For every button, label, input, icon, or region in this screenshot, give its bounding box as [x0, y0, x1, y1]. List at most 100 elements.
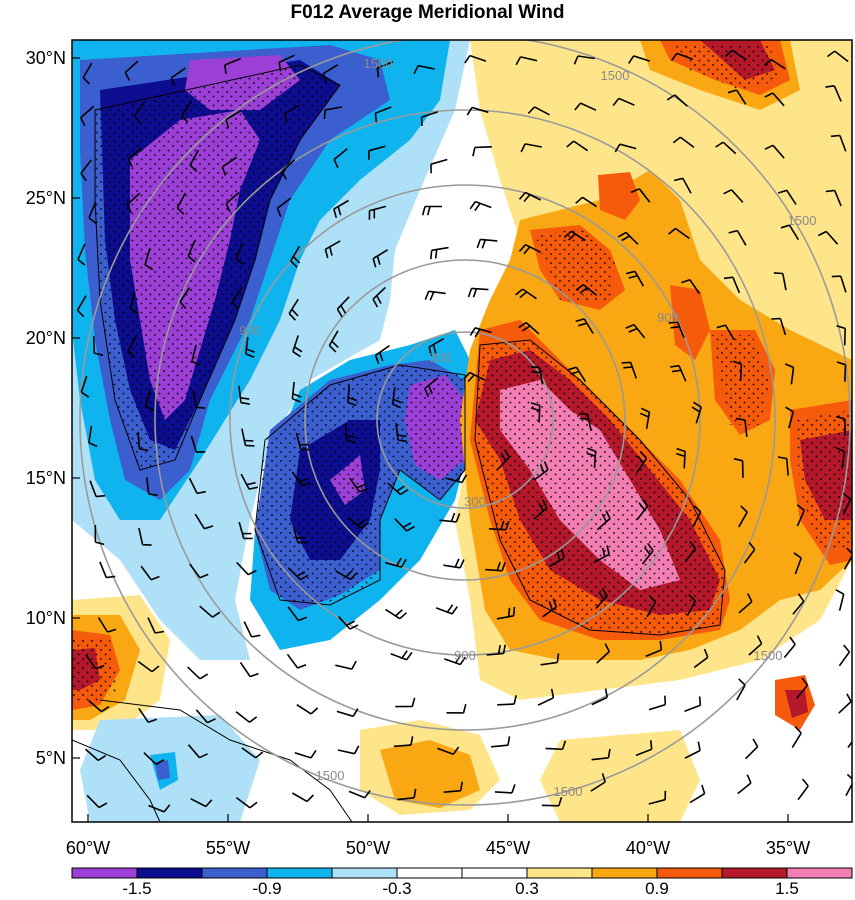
- wind-barb-feather: [225, 203, 231, 213]
- wind-barb: [636, 458, 648, 474]
- wind-barb: [190, 797, 207, 808]
- wind-barb: [284, 104, 300, 115]
- wind-barb-feather: [474, 202, 481, 212]
- ring-label: 1500: [316, 768, 345, 783]
- wind-barb: [443, 564, 461, 569]
- wind-barb-feather: [466, 106, 473, 116]
- wind-barb: [126, 192, 141, 206]
- wind-barb-feather: [292, 351, 301, 358]
- wind-barb-feather: [170, 77, 176, 87]
- wind-barb: [394, 518, 408, 532]
- wind-barb: [80, 105, 95, 119]
- colorbar-swatch: [461, 867, 528, 879]
- wind-barb-feather: [154, 630, 165, 634]
- wind-barb-feather: [291, 308, 299, 317]
- wind-barb: [738, 511, 748, 528]
- wind-barb-feather: [738, 678, 746, 686]
- wind-barb: [739, 363, 743, 382]
- colorbar-swatch: [526, 867, 593, 879]
- wind-barb-feather: [628, 55, 635, 64]
- wind-barb-feather: [530, 366, 540, 369]
- wind-barb: [772, 144, 785, 159]
- wind-barb: [840, 275, 847, 293]
- wind-barb: [77, 243, 86, 260]
- wind-barb-feather: [434, 249, 438, 259]
- wind-barb: [737, 782, 752, 795]
- wind-barb-feather: [617, 231, 627, 238]
- wind-barb-feather: [469, 327, 476, 336]
- wind-barb: [296, 704, 312, 715]
- wind-barb: [834, 50, 849, 63]
- wind-barb-feather: [476, 239, 482, 249]
- wind-barb-feather: [628, 274, 638, 279]
- wind-barb-feather: [310, 707, 319, 715]
- wind-barb: [137, 431, 141, 449]
- wind-barb: [129, 292, 136, 310]
- wind-barb-feather: [601, 547, 606, 557]
- wind-barb-feather: [124, 72, 131, 81]
- wind-barb-feather: [199, 573, 209, 579]
- wind-barb-feather: [681, 278, 691, 284]
- wind-barb: [240, 473, 250, 490]
- wind-barb-feather: [647, 542, 654, 552]
- latitude-label: 15°N: [25, 468, 66, 488]
- wind-barb: [695, 406, 702, 424]
- wind-barb: [676, 321, 685, 339]
- wind-barb-feather: [688, 594, 696, 602]
- wind-barb: [291, 471, 303, 487]
- wind-barb: [520, 56, 538, 62]
- wind-barb-feather: [548, 601, 554, 611]
- wind-barb: [525, 322, 540, 335]
- wind-barb-feather: [650, 740, 653, 750]
- wind-barb-feather: [306, 794, 314, 802]
- wind-barb: [417, 64, 435, 70]
- wind-barb-feather: [423, 388, 430, 398]
- wind-barb-feather: [539, 464, 545, 474]
- wind-barb: [783, 643, 796, 659]
- wind-barb-feather: [604, 688, 608, 698]
- wind-barb-feather: [825, 85, 835, 88]
- wind-barb-feather: [148, 718, 158, 724]
- wind-barb-feather: [459, 559, 465, 569]
- wind-barb: [347, 517, 363, 529]
- wind-barb: [474, 327, 492, 334]
- wind-barb-feather: [550, 688, 555, 698]
- wind-barb-feather: [784, 363, 794, 369]
- wind-barb: [325, 240, 341, 250]
- wind-barb-feather: [337, 206, 342, 216]
- wind-barb: [596, 651, 610, 664]
- wind-barb-feather: [106, 575, 116, 579]
- wind-barb-feather: [558, 796, 563, 807]
- wind-barb-feather: [748, 541, 756, 550]
- wind-barb-feather: [244, 439, 254, 442]
- wind-barb: [570, 230, 586, 242]
- wind-barb-feather: [331, 340, 339, 349]
- wind-barb-feather: [747, 593, 753, 603]
- wind-barb: [235, 796, 251, 809]
- wind-barb: [291, 381, 295, 399]
- colorbar-swatch: [396, 867, 463, 879]
- wind-barb-feather: [836, 361, 846, 366]
- wind-barb: [88, 201, 97, 219]
- wind-barb-feather: [349, 624, 359, 630]
- wind-barb-feather: [82, 77, 91, 85]
- wind-barb: [618, 97, 635, 106]
- longitude-label: 45°W: [485, 838, 531, 858]
- wind-barb-feather: [648, 595, 657, 603]
- wind-barb-feather: [405, 651, 413, 661]
- wind-barb-feather: [715, 141, 724, 148]
- wind-barb-feather: [456, 473, 463, 482]
- wind-barb: [674, 94, 688, 107]
- wind-barb: [797, 785, 809, 801]
- wind-barb-feather: [451, 606, 458, 615]
- wind-barb: [84, 748, 99, 761]
- latitude-label: 30°N: [25, 48, 66, 68]
- wind-barb-feather: [346, 439, 356, 444]
- colorbar-label: 0.9: [645, 879, 669, 898]
- wind-barb-feather: [560, 549, 565, 559]
- wind-barb-feather: [245, 353, 255, 359]
- longitude-label: 60°W: [65, 838, 111, 858]
- wind-barb-feather: [95, 664, 105, 670]
- wind-barb: [245, 337, 249, 354]
- wind-barb: [138, 527, 144, 545]
